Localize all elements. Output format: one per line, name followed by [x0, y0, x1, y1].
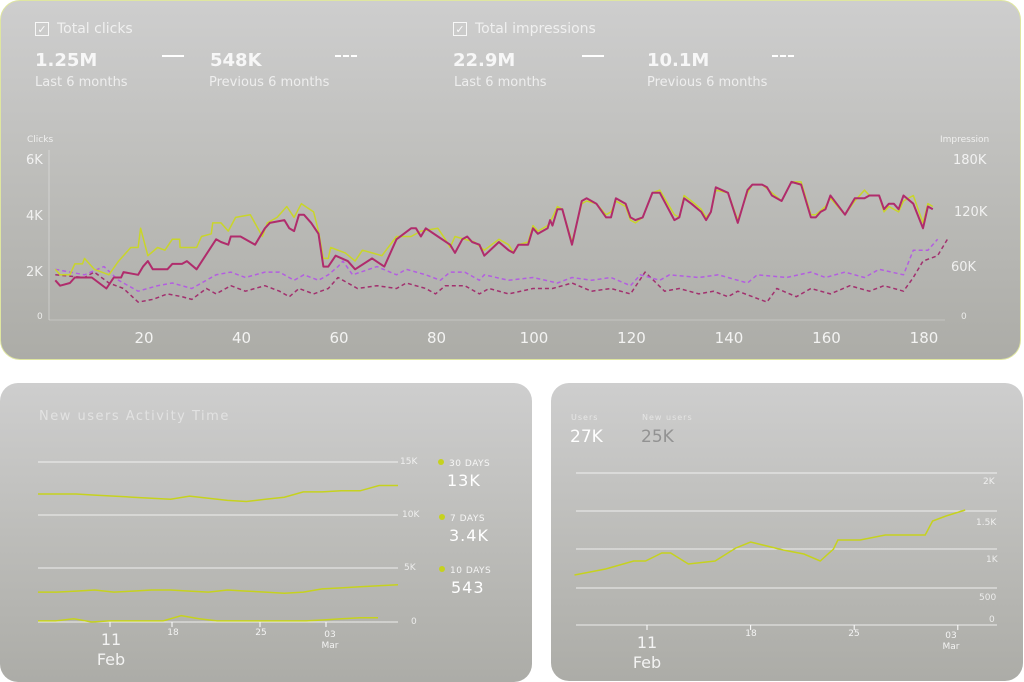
y-tick: 500: [979, 593, 997, 603]
y-tick: 1.5K: [976, 518, 997, 528]
y-tick-right: 180K: [953, 153, 987, 168]
card-title: New users Activity Time: [39, 409, 230, 424]
y-tick-left: 4K: [26, 209, 43, 224]
x-tick: 160: [812, 329, 841, 347]
performance-card: ✓ Total clicks 1.25M Last 6 months 548K …: [0, 0, 1021, 360]
legend-label: Total clicks: [57, 21, 133, 37]
x-tick: 140: [714, 329, 744, 347]
new-users-label: New users: [642, 413, 693, 422]
clicks-last-value: 1.25M: [35, 50, 98, 71]
y-tick-left: 0: [37, 312, 43, 322]
clicks-last-label: Last 6 months: [35, 75, 128, 90]
solid-line-icon: [162, 55, 184, 57]
y-tick-left: 6K: [26, 153, 43, 168]
y-tick: 2K: [983, 477, 995, 487]
legend-10-days[interactable]: 10 DAYS 543: [439, 566, 491, 597]
x-tick: 60: [329, 329, 349, 347]
impressions-prev-label: Previous 6 months: [647, 75, 768, 90]
new-users-activity-card: New users Activity Time 15K 10K 5K 0 30 …: [0, 383, 532, 682]
x-tick: 25: [255, 628, 267, 638]
y-tick-right: 0: [961, 312, 967, 322]
legend-label: Total impressions: [475, 21, 596, 37]
y-tick: 0: [989, 615, 995, 625]
x-tick: 100: [519, 329, 549, 347]
legend-label: 30 DAYS: [449, 459, 491, 469]
y-tick: 10K: [402, 510, 420, 520]
x-tick: 03 Mar: [942, 631, 960, 652]
y-tick: 0: [411, 617, 417, 627]
legend-total-impressions[interactable]: ✓ Total impressions: [453, 21, 596, 37]
y-tick-left: 2K: [26, 265, 43, 280]
y-axis-title-left: Clicks: [27, 135, 54, 145]
solid-line-icon: [582, 55, 604, 57]
legend-dot-icon: [439, 514, 445, 520]
y-axis-title-right: Impression: [940, 135, 990, 145]
y-tick: 5K: [404, 563, 416, 573]
legend-label: 10 DAYS: [450, 566, 492, 576]
legend-30-days[interactable]: 30 DAYS 13K: [438, 459, 490, 490]
users-value[interactable]: 27K: [570, 427, 603, 447]
legend-value: 543: [451, 578, 485, 597]
y-tick-right: 60K: [951, 260, 977, 275]
x-tick: 03 Mar: [321, 630, 339, 651]
legend-7-days[interactable]: 7 DAYS 3.4K: [439, 514, 489, 545]
legend-dot-icon: [438, 459, 444, 465]
x-tick: 120: [617, 329, 646, 347]
users-card: Users 27K New users 25K 2K 1.5K 1K 500 0…: [551, 383, 1023, 681]
clicks-prev-value: 548K: [210, 50, 262, 71]
x-tick: 80: [426, 329, 447, 347]
legend-value: 3.4K: [449, 526, 489, 545]
checkbox-checked-icon[interactable]: ✓: [453, 22, 467, 36]
checkbox-checked-icon[interactable]: ✓: [35, 22, 49, 36]
x-tick: 18: [167, 628, 179, 638]
x-tick: 20: [134, 329, 154, 347]
dashed-line-icon: [772, 55, 794, 57]
legend-value: 13K: [447, 471, 481, 490]
x-tick: 18: [745, 629, 757, 639]
x-tick: 40: [231, 329, 252, 347]
impressions-prev-value: 10.1M: [647, 50, 710, 71]
impressions-last-label: Last 6 months: [454, 75, 547, 90]
dashed-line-icon: [335, 55, 357, 57]
y-tick: 1K: [986, 555, 998, 565]
legend-total-clicks[interactable]: ✓ Total clicks: [35, 21, 133, 37]
legend-label: 7 DAYS: [450, 514, 486, 524]
y-tick: 15K: [400, 457, 418, 467]
x-tick: 25: [848, 629, 860, 639]
users-label: Users: [571, 413, 599, 422]
legend-dot-icon: [439, 566, 445, 572]
x-tick: 11 Feb: [632, 633, 662, 672]
impressions-last-value: 22.9M: [453, 50, 516, 71]
clicks-prev-label: Previous 6 months: [209, 75, 330, 90]
x-tick: 11 Feb: [96, 630, 126, 669]
new-users-value[interactable]: 25K: [641, 427, 674, 447]
y-tick-right: 120K: [954, 205, 988, 220]
x-tick: 180: [909, 329, 939, 347]
